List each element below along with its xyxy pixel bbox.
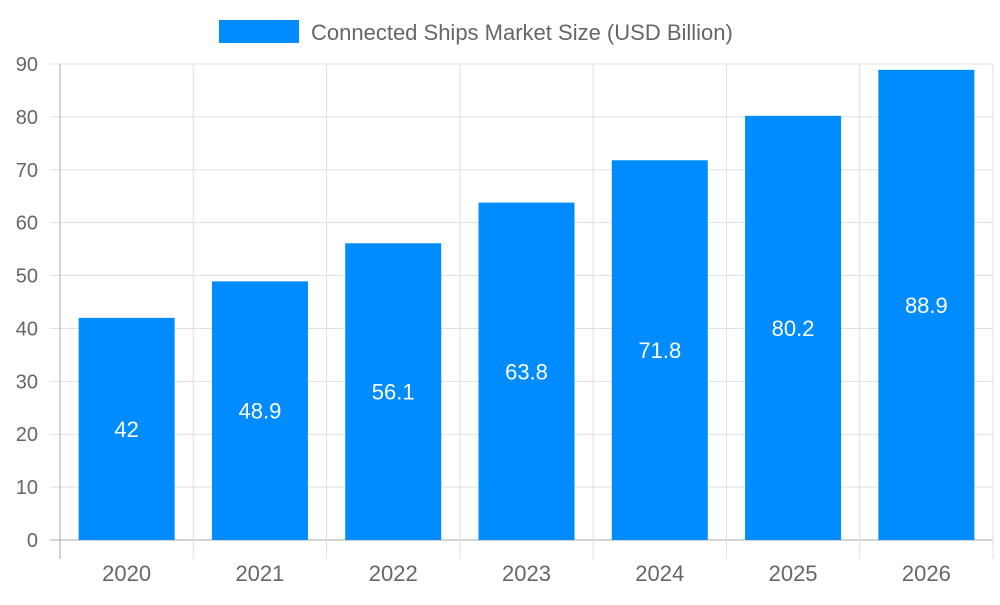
y-tick-label: 20	[16, 424, 38, 446]
y-tick-label: 60	[16, 213, 38, 235]
legend: Connected Ships Market Size (USD Billion…	[219, 20, 733, 45]
bar	[345, 243, 442, 540]
data-label: 48.9	[239, 399, 282, 424]
data-label: 71.8	[638, 338, 681, 363]
x-tick-label: 2026	[902, 561, 951, 586]
x-tick-label: 2020	[102, 561, 151, 586]
y-tick-label: 40	[16, 318, 38, 340]
bars: 42 48.9 56.1 63.8 71.8 80.2 88.9	[78, 69, 975, 540]
y-tick-label: 30	[16, 371, 38, 393]
bar	[745, 115, 842, 540]
data-label: 63.8	[505, 359, 548, 384]
bar	[78, 317, 175, 540]
y-tick-label: 10	[16, 477, 38, 499]
x-tick-label: 2023	[502, 561, 551, 586]
legend-label: Connected Ships Market Size (USD Billion…	[311, 20, 733, 45]
y-tick-label: 90	[16, 54, 38, 76]
x-tick-label: 2024	[635, 561, 684, 586]
y-tick-label: 70	[16, 160, 38, 182]
bar	[611, 160, 708, 540]
legend-swatch	[219, 20, 299, 43]
y-tick-label: 0	[27, 530, 38, 552]
x-tick-label: 2021	[235, 561, 284, 586]
x-tick-label: 2022	[369, 561, 418, 586]
x-tick-label: 2025	[769, 561, 818, 586]
data-label: 56.1	[372, 380, 415, 405]
data-label: 42	[114, 417, 138, 442]
tick-labels: 0 10 20 30 40 50 60 70 80 90 2020 2021 2022 2023 2024 2…	[16, 54, 951, 586]
bar	[211, 281, 308, 540]
bar	[478, 202, 575, 540]
data-label: 80.2	[772, 316, 815, 341]
bar	[878, 69, 975, 540]
y-tick-label: 50	[16, 266, 38, 288]
y-tick-label: 80	[16, 107, 38, 129]
data-label: 88.9	[905, 293, 948, 318]
